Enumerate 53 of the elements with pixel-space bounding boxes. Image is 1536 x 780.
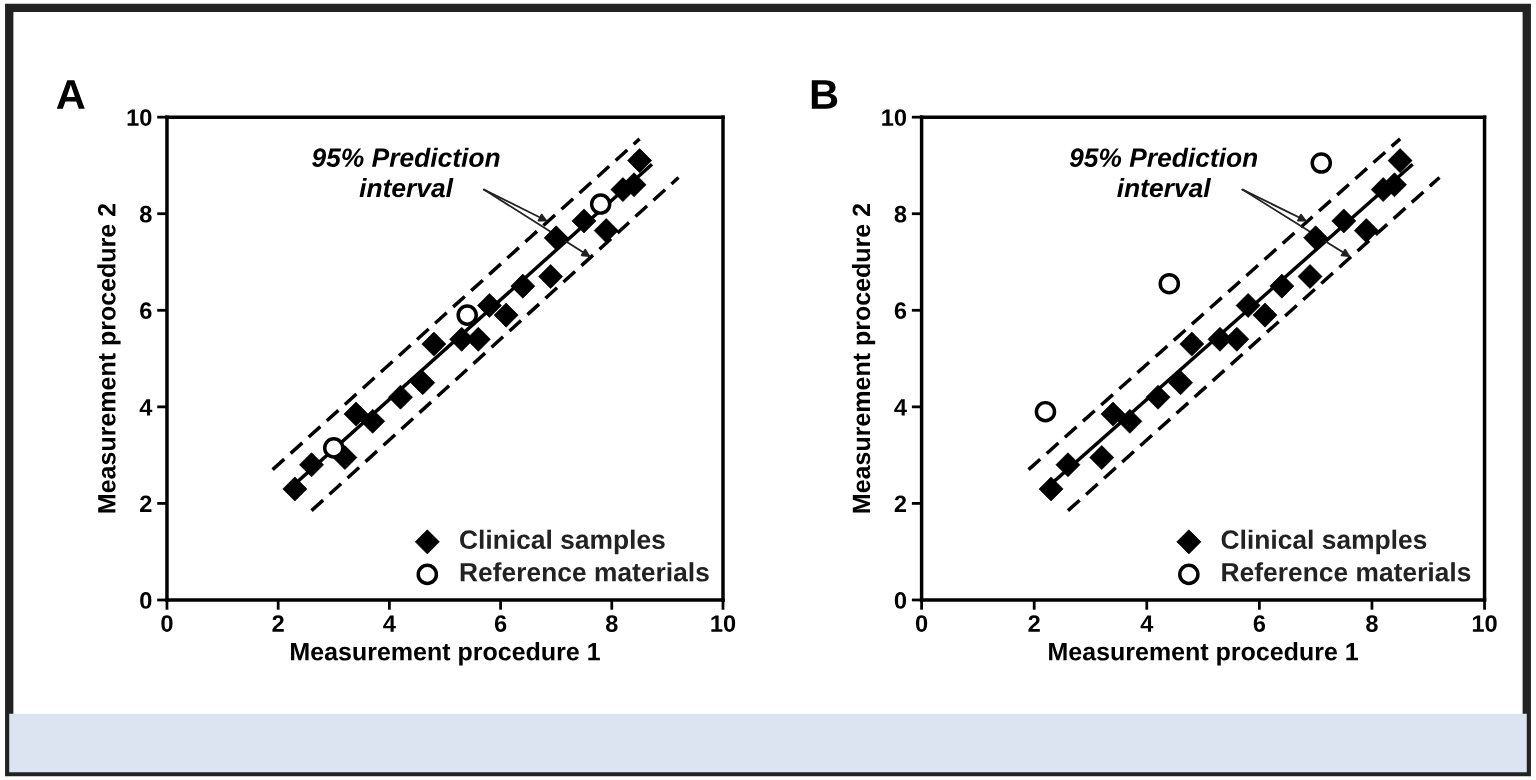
legend-label: Reference materials [1222, 562, 1471, 582]
y-tick-label: 4 [894, 399, 907, 416]
point [1117, 408, 1143, 434]
x-tick-label: 8 [1366, 615, 1378, 632]
x-tick-label: 10 [711, 615, 736, 632]
point [1034, 400, 1057, 423]
point [299, 452, 324, 478]
y-tick-label: 10 [127, 109, 152, 126]
point [1387, 148, 1413, 173]
x-tick-label: 0 [161, 615, 173, 632]
point [1158, 272, 1181, 295]
legend-label: Clinical samples [460, 529, 665, 555]
x-tick-label: 8 [605, 615, 618, 632]
point [510, 273, 536, 299]
point [1179, 331, 1205, 357]
point [322, 437, 345, 459]
legend-label: Clinical samples [1221, 529, 1427, 555]
y-tick-label: 6 [894, 302, 907, 320]
x-tick-label: 10 [1472, 615, 1497, 632]
point [627, 148, 652, 173]
y-tick-label: 8 [894, 205, 907, 223]
annotation: 95% Prediction interval [312, 147, 500, 198]
x-tick-label: 6 [494, 615, 507, 632]
y-tick-label: 6 [140, 302, 152, 320]
point [410, 370, 436, 396]
point [589, 193, 612, 215]
x-tick-label: 2 [272, 615, 284, 632]
x-axis-title: Measurement procedure 1 [291, 642, 600, 666]
x-tick-label: 0 [915, 615, 928, 632]
x-axis-title: Measurement procedure 1 [1049, 642, 1358, 666]
x-tick-label: 6 [1253, 615, 1266, 632]
chart-title: B [811, 80, 838, 109]
point [1055, 452, 1081, 478]
annotation: 95% Prediction interval [1069, 147, 1258, 198]
point [456, 304, 479, 326]
y-tick-label: 2 [894, 495, 907, 512]
y-tick-label: 2 [140, 495, 152, 512]
x-tick-label: 4 [1140, 615, 1154, 632]
point [1145, 384, 1171, 410]
point [1310, 152, 1333, 174]
y-tick-label: 8 [140, 205, 152, 223]
y-tick-label: 0 [894, 592, 907, 609]
y-tick-label: 0 [140, 592, 152, 609]
y-axis-title: Measurement procedure 2 [97, 203, 121, 513]
chart-title: A [56, 80, 85, 109]
y-axis-title: Measurement procedure 2 [851, 203, 876, 513]
x-tick-label: 4 [383, 615, 396, 632]
y-tick-label: 4 [139, 399, 153, 416]
x-tick-label: 2 [1028, 615, 1040, 632]
y-tick-label: 10 [882, 109, 907, 126]
legend-label: Reference materials [460, 562, 709, 582]
point [1089, 445, 1115, 470]
point [388, 384, 413, 410]
